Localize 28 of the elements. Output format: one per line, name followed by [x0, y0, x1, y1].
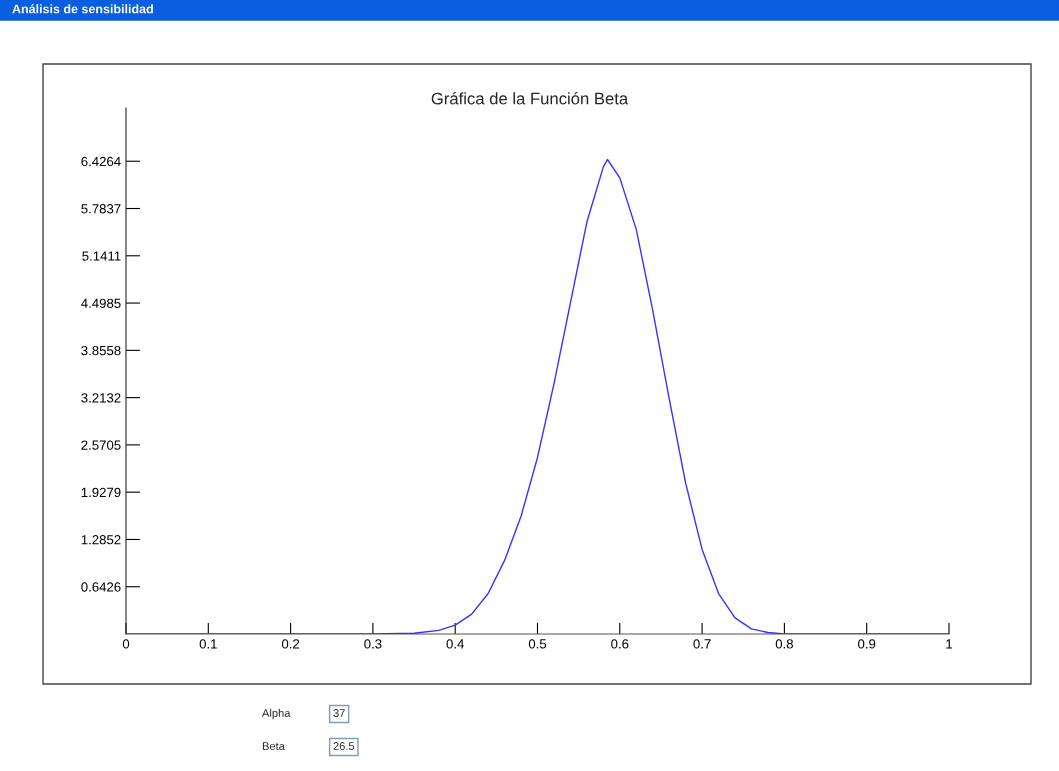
y-tick-label: 5.1411: [82, 251, 121, 261]
x-tick-label: 0.9: [858, 639, 876, 649]
line-series: [126, 158, 949, 634]
x-tick-label: 1: [946, 639, 953, 649]
chart-title: Gráfica de la Función Beta: [431, 92, 629, 105]
text: 26.5: [333, 742, 355, 750]
text: Análisis de sensibilidad: [12, 4, 153, 14]
text: Alpha: [262, 708, 291, 720]
y-tick-label: 1.9279: [81, 487, 121, 498]
x-tick-label: 0.6: [611, 639, 629, 649]
y-tick-label: 3.2132: [81, 393, 121, 403]
y-tick-label: 5.7837: [81, 204, 121, 214]
y-tick-label: 6.4264: [81, 156, 121, 167]
x-tick-label: 0.2: [281, 639, 300, 649]
y-tick-label: 2.5705: [81, 440, 121, 450]
x-tick-label: 0: [122, 639, 130, 649]
text: 37: [333, 709, 345, 717]
y-tick-label: 4.4985: [81, 298, 121, 308]
x-tick-label: 0.1: [199, 639, 217, 649]
x-tick-label: 0.8: [775, 639, 793, 649]
text: Beta: [262, 742, 285, 750]
x-tick-label: 0.3: [364, 639, 382, 649]
y-tick-label: 1.2852: [81, 535, 121, 545]
y-tick-label: 0.6426: [81, 582, 121, 592]
y-tick-label: 3.8558: [81, 345, 121, 356]
x-tick-label: 0.4: [446, 639, 464, 649]
x-tick-label: 0.5: [528, 639, 547, 649]
x-tick-label: 0.7: [693, 639, 711, 649]
